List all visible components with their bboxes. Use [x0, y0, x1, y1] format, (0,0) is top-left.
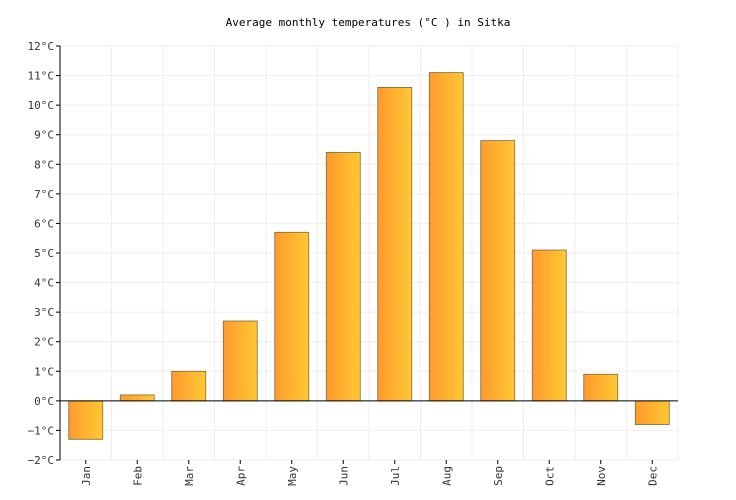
y-tick-label: 5°C [34, 247, 54, 260]
bar-nov [583, 373, 619, 402]
x-tick-label: May [286, 466, 299, 486]
y-tick-label: 10°C [28, 99, 55, 112]
y-tick-label: 0°C [34, 395, 54, 408]
y-tick-label: 3°C [34, 306, 54, 319]
bar-aug [428, 72, 464, 402]
y-tick-labels: −2°C −1°C 0°C 1°C 2°C 3°C 4°C 5°C 6°C 7°C 8°C 9°C 10… [28, 40, 55, 467]
x-tick-label: Jun [337, 466, 350, 486]
x-tick-label: Dec [646, 466, 659, 486]
bar-jan [68, 400, 104, 440]
x-tick-labels: Jan Feb Mar Apr May Jun Jul Aug Sep Oct Nov Dec [80, 460, 659, 486]
bar-dec [634, 400, 670, 425]
bar-mar [171, 370, 207, 402]
x-tick-label: Nov [595, 466, 608, 486]
x-tick-label: Mar [183, 466, 196, 486]
y-tick-label: 9°C [34, 129, 54, 142]
y-tick-label: 2°C [34, 336, 54, 349]
x-tick-label: Apr [234, 466, 247, 486]
x-tick-label: Aug [440, 466, 453, 486]
y-tick-label: 6°C [34, 217, 54, 230]
y-tick-label: 12°C [28, 40, 55, 53]
y-tick-label: 7°C [34, 188, 54, 201]
bar-jun [325, 152, 361, 402]
x-tick-label: Jan [80, 466, 93, 486]
bar-oct [531, 249, 567, 402]
y-tick-label: 11°C [28, 70, 55, 83]
chart-title: Average monthly temperatures (°C ) in Si… [226, 16, 511, 29]
x-tick-label: Oct [543, 466, 556, 486]
y-tick-label: 8°C [34, 158, 54, 171]
bars-layer [68, 72, 670, 440]
x-tick-label: Jul [389, 466, 402, 486]
axis-layer [59, 46, 678, 460]
y-tick-label: 1°C [34, 365, 54, 378]
y-tick-label: −1°C [28, 424, 55, 437]
x-tick-label: Sep [492, 466, 505, 486]
bar-may [274, 231, 310, 402]
bar-jul [377, 87, 413, 402]
y-tick-label: 4°C [34, 277, 54, 290]
y-tick-label: −2°C [28, 454, 55, 467]
bar-sep [480, 140, 516, 402]
bar-apr [222, 320, 258, 402]
x-tick-label: Feb [131, 466, 144, 486]
bar-feb [119, 394, 155, 402]
